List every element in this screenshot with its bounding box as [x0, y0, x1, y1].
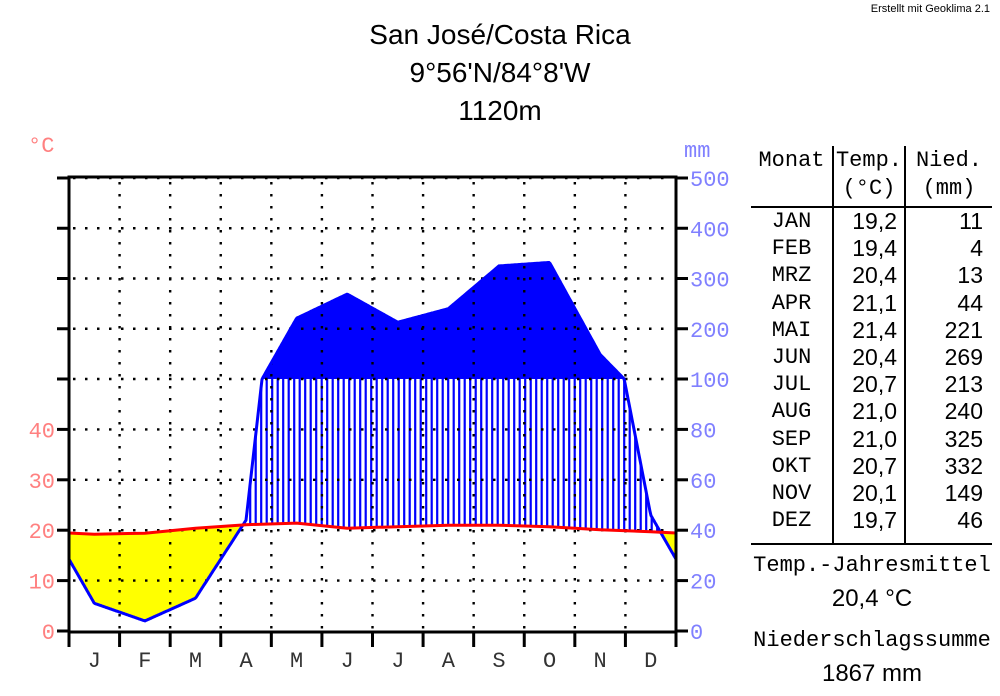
table-header-month: Monat [758, 148, 825, 173]
svg-text:A: A [239, 649, 253, 674]
svg-text:80: 80 [690, 419, 716, 444]
svg-text:20: 20 [690, 571, 716, 596]
title-location: San José/Costa Rica [369, 19, 631, 50]
table-cell-temp: 21,1 [832, 289, 904, 317]
title-coordinates: 9°56'N/84°8'W [409, 57, 591, 88]
table-cell-month: JUL [771, 372, 812, 398]
table-cell-precip: 46 [904, 507, 992, 535]
svg-text:J: J [341, 649, 354, 674]
svg-text:0: 0 [690, 621, 703, 646]
table-cell-precip: 149 [904, 479, 992, 508]
table-header-temp: Temp. (°C) [832, 146, 904, 206]
svg-text:400: 400 [690, 218, 730, 243]
right-axis-unit: mm [684, 139, 710, 164]
table-cell-precip: 240 [904, 398, 992, 426]
precip-sum-value: 1867 mm [821, 660, 923, 687]
table-cell-month: APR [771, 290, 812, 316]
table-cell-precip: 269 [904, 343, 992, 372]
table-cell-month: DEZ [771, 508, 812, 534]
table-cell-temp: 20,4 [832, 262, 904, 290]
axis-ticks [57, 176, 688, 647]
table-cell-temp: 19,7 [832, 507, 904, 535]
table-cell-month: AUG [771, 399, 812, 425]
left-axis-labels: 0 10 20 30 40 °C [28, 134, 55, 646]
svg-text:M: M [290, 649, 303, 674]
temp-mean-label: Temp.-Jahresmittel [753, 553, 991, 578]
svg-text:J: J [391, 649, 404, 674]
table-cell-temp: 20,1 [832, 479, 904, 508]
svg-text:500: 500 [690, 168, 730, 193]
table-cell-month: MRZ [771, 263, 812, 289]
svg-text:60: 60 [690, 470, 716, 495]
table-cell-month: JAN [771, 209, 812, 234]
table-cell-temp: 21,0 [832, 425, 904, 453]
table-cell-precip: 325 [904, 425, 992, 453]
left-axis-unit: °C [28, 134, 54, 159]
precipitation-line [67, 261, 678, 623]
table-cell-precip: 332 [904, 452, 992, 480]
svg-text:300: 300 [690, 269, 730, 294]
temperature-line [68, 521, 677, 536]
table-cell-precip: 11 [904, 208, 992, 236]
svg-text:O: O [543, 649, 556, 674]
chart-title: San José/Costa Rica 9°56'N/84°8'W 1120m [0, 16, 1000, 130]
table-cell-month: SEP [771, 426, 812, 452]
table-cell-month: FEB [771, 236, 812, 262]
table-cell-temp: 19,4 [832, 235, 904, 263]
wet-season-solid-area [263, 262, 624, 379]
svg-text:40: 40 [29, 419, 55, 444]
table-header-rule [751, 206, 992, 208]
svg-text:M: M [189, 649, 202, 674]
svg-text:0: 0 [42, 621, 55, 646]
table-cell-precip: 44 [904, 289, 992, 317]
table-cell-precip: 13 [904, 262, 992, 290]
table-cell-temp: 20,7 [832, 452, 904, 480]
table-header-precip: Nied. (mm) [904, 146, 992, 206]
table-cell-month: OKT [771, 453, 812, 479]
table-cell-month: MAI [771, 317, 812, 343]
temp-mean-value: 20,4 °C [831, 585, 913, 612]
svg-text:J: J [88, 649, 101, 674]
svg-text:S: S [492, 649, 505, 674]
right-axis-labels: 0 20 40 60 80 100 200 300 400 500 mm [684, 139, 730, 646]
table-bottom-pad [832, 534, 904, 544]
precip-sum-label: Niederschlagssumme [753, 628, 991, 653]
table-cell-month: JUN [771, 344, 812, 370]
table-cell-precip: 4 [904, 235, 992, 263]
table-cell-temp: 19,2 [832, 208, 904, 236]
climate-table: Monat Temp. (°C) Nied. (mm) JAN 19,2 11 FEB… [751, 146, 992, 546]
summary-block: Temp.-Jahresmittel 20,4 °C Niederschlags… [748, 554, 996, 696]
table-cell-temp: 21,0 [832, 398, 904, 426]
svg-text:A: A [442, 649, 456, 674]
svg-text:D: D [644, 649, 657, 674]
svg-text:20: 20 [29, 520, 55, 545]
grid-dotted-lines [73, 176, 673, 629]
svg-text:200: 200 [690, 319, 730, 344]
title-elevation: 1120m [458, 95, 542, 126]
table-cell-temp: 20,4 [832, 343, 904, 372]
table-cell-precip: 213 [904, 371, 992, 399]
table-bottom-pad [904, 534, 992, 544]
table-cell-precip: 221 [904, 316, 992, 344]
table-cell-temp: 21,4 [832, 316, 904, 344]
dry-season-area [69, 524, 676, 621]
table-cell-month: NOV [771, 480, 812, 506]
table-bottom-rule [751, 543, 992, 546]
svg-text:N: N [594, 649, 607, 674]
svg-text:F: F [138, 649, 151, 674]
table-bottom-pad [751, 534, 832, 543]
svg-text:40: 40 [690, 520, 716, 545]
svg-text:100: 100 [690, 369, 730, 394]
svg-text:30: 30 [29, 470, 55, 495]
humid-season-hatch-area [244, 379, 660, 533]
watermark: Erstellt mit Geoklima 2.1 [870, 3, 990, 15]
table-cell-temp: 20,7 [832, 371, 904, 399]
svg-text:10: 10 [29, 571, 55, 596]
